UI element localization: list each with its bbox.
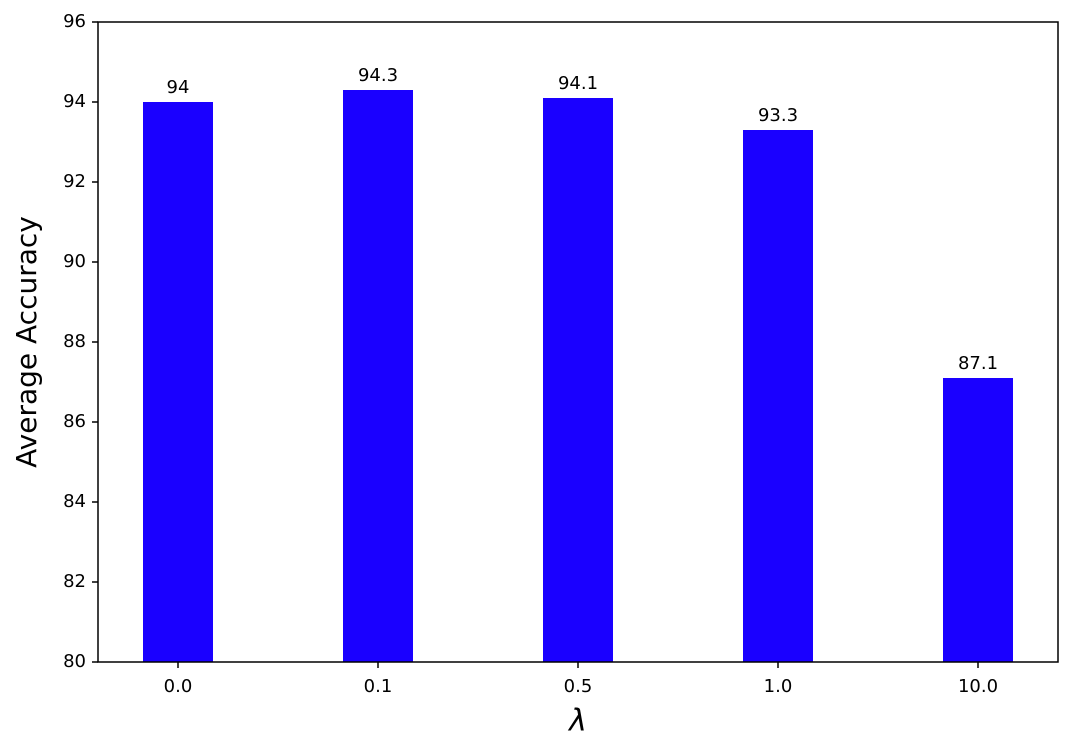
y-tick-label: 82 xyxy=(63,571,86,592)
x-tick-label: 0.1 xyxy=(364,676,393,697)
x-tick-label: 0.5 xyxy=(564,676,593,697)
x-tick-label: 1.0 xyxy=(764,676,793,697)
bar xyxy=(943,378,1013,662)
bar xyxy=(143,102,213,662)
y-tick-label: 96 xyxy=(63,11,86,32)
x-tick-label: 0.0 xyxy=(164,676,193,697)
y-axis-label: Average Accuracy xyxy=(10,216,43,468)
x-axis-label: λ xyxy=(567,704,587,739)
data-label: 94.1 xyxy=(558,73,598,94)
data-label: 93.3 xyxy=(758,105,798,126)
plot-frame xyxy=(97,21,1059,663)
data-label: 87.1 xyxy=(958,353,998,374)
bar xyxy=(543,98,613,662)
bar xyxy=(343,90,413,662)
data-label: 94.3 xyxy=(358,65,398,86)
y-tick-label: 92 xyxy=(63,171,86,192)
y-tick-label: 94 xyxy=(63,91,86,112)
y-tick-label: 86 xyxy=(63,411,86,432)
y-tick-label: 90 xyxy=(63,251,86,272)
y-tick-label: 88 xyxy=(63,331,86,352)
y-tick-label: 84 xyxy=(63,491,86,512)
x-tick-label: 10.0 xyxy=(958,676,998,697)
bar xyxy=(743,130,813,662)
data-label: 94 xyxy=(167,77,190,98)
y-tick-label: 80 xyxy=(63,651,86,672)
